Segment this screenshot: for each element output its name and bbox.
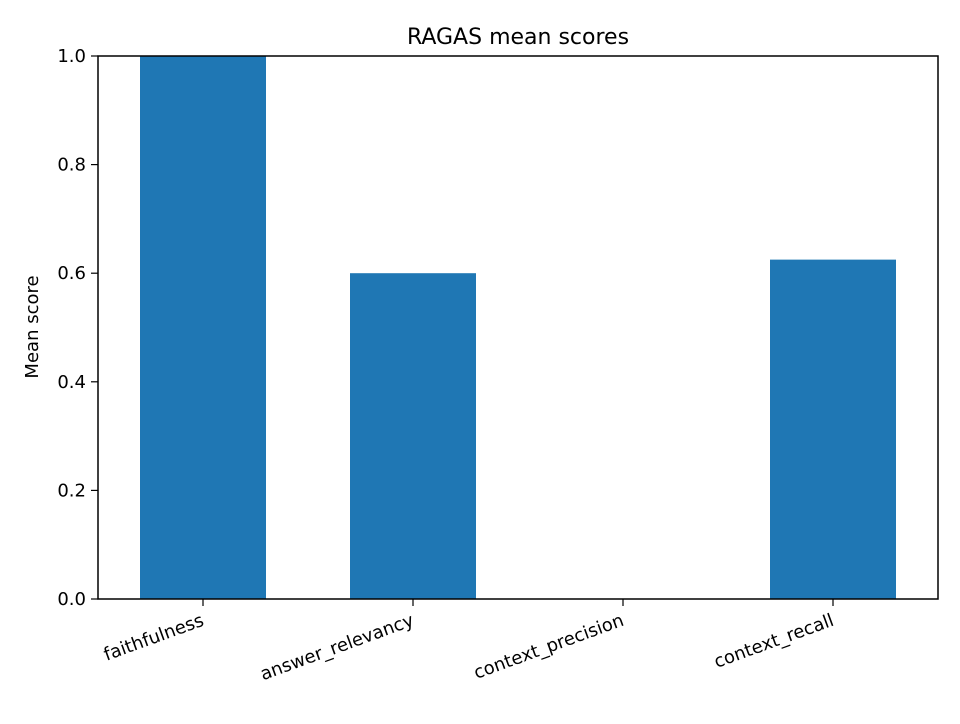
bar-context-recall — [770, 259, 896, 599]
y-tick-label: 0.8 — [57, 155, 86, 176]
bar-answer-relevancy — [350, 273, 476, 599]
chart-title: RAGAS mean scores — [407, 25, 629, 50]
bar-faithfulness — [140, 56, 266, 599]
y-axis-label: Mean score — [22, 275, 43, 378]
y-tick-label: 0.4 — [57, 372, 86, 393]
y-ticks-layer: 0.0 0.2 0.4 0.6 0.8 1.0 — [57, 46, 98, 610]
y-tick-label: 0.2 — [57, 480, 86, 501]
y-tick-label: 1.0 — [57, 46, 86, 67]
y-tick-label: 0.0 — [57, 589, 86, 610]
plot-frame — [97, 55, 939, 600]
bars-layer — [140, 56, 896, 599]
y-tick-label: 0.6 — [57, 263, 86, 284]
